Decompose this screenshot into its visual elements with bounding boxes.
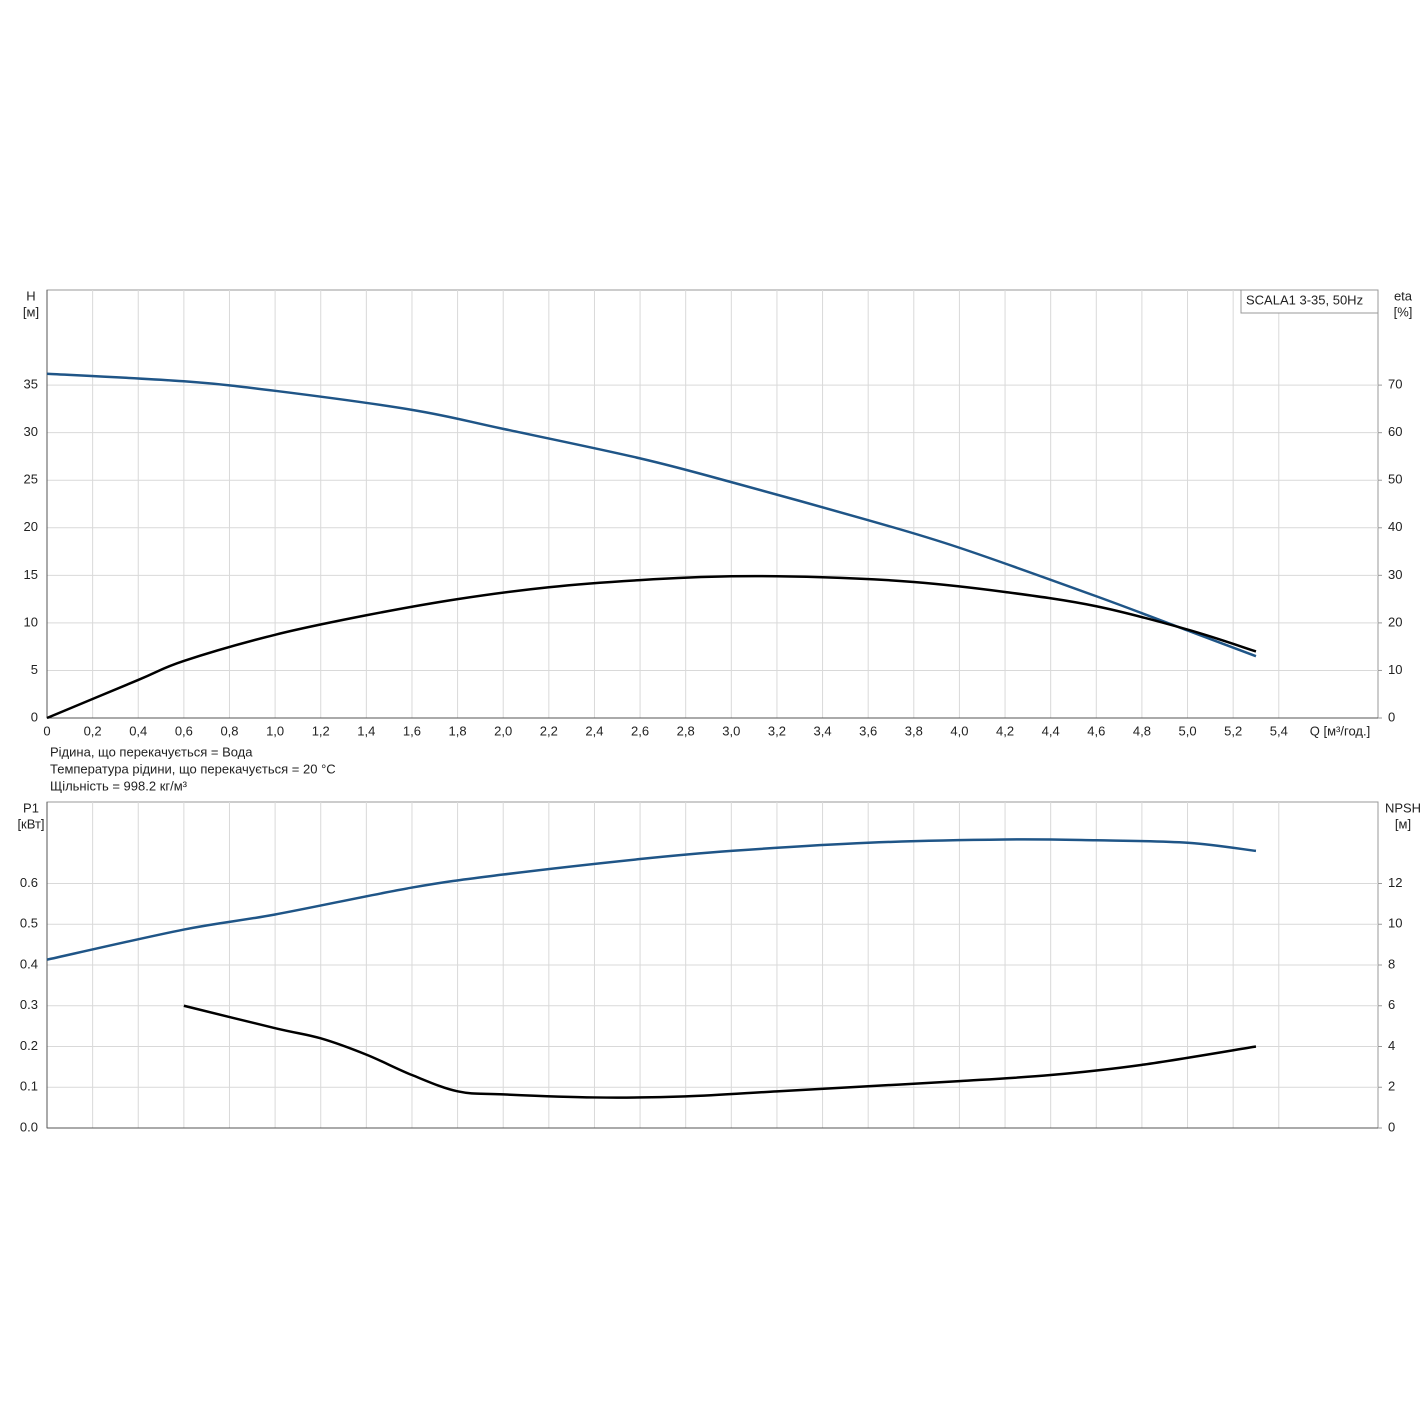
x-tick-label: 0,4	[129, 723, 147, 738]
y-axis-label: P1	[23, 800, 39, 815]
x-tick-label: 2,6	[631, 723, 649, 738]
y2-tick-label: 8	[1388, 956, 1395, 971]
series-line	[46, 372, 1257, 658]
x-tick-label: 3,2	[768, 723, 786, 738]
y-tick-label: 5	[31, 662, 38, 677]
y2-tick-label: 60	[1388, 424, 1402, 439]
y-tick-label: 25	[24, 472, 38, 487]
y2-axis-unit: [м]	[1395, 816, 1411, 831]
plot-area	[46, 289, 1379, 719]
x-tick-label: 4,0	[950, 723, 968, 738]
x-tick-label: 3,6	[859, 723, 877, 738]
x-tick-label: 1,6	[403, 723, 421, 738]
y-axis-unit: [кВт]	[17, 816, 44, 831]
x-tick-label: 1,4	[357, 723, 375, 738]
legend-title: SCALA1 3-35, 50Hz	[1246, 292, 1363, 307]
y-tick-label: 0.5	[20, 916, 38, 931]
y2-tick-label: 2	[1388, 1079, 1395, 1094]
x-axis-label: Q [м³/год.]	[1310, 723, 1370, 738]
annotation: Щільність = 998.2 кг/м³	[50, 778, 188, 793]
y2-axis-label: eta	[1394, 288, 1413, 303]
y-tick-label: 0.3	[20, 997, 38, 1012]
x-tick-label: 3,8	[905, 723, 923, 738]
x-tick-label: 1,0	[266, 723, 284, 738]
x-tick-label: 4,8	[1133, 723, 1151, 738]
y-tick-label: 0.4	[20, 956, 38, 971]
x-tick-label: 2,8	[677, 723, 695, 738]
y2-tick-label: 70	[1388, 377, 1402, 392]
x-tick-label: 5,2	[1224, 723, 1242, 738]
y-tick-label: 30	[24, 424, 38, 439]
y2-tick-label: 10	[1388, 662, 1402, 677]
y-tick-label: 0.6	[20, 875, 38, 890]
annotation: Рідина, що перекачується = Вода	[50, 744, 253, 759]
y2-tick-label: 0	[1388, 1119, 1395, 1134]
x-tick-label: 4,2	[996, 723, 1014, 738]
y2-axis-label: NPSH	[1385, 800, 1421, 815]
x-tick-label: 2,4	[585, 723, 603, 738]
x-tick-label: 1,8	[449, 723, 467, 738]
y-tick-label: 15	[24, 567, 38, 582]
legend-box	[1240, 289, 1379, 314]
y2-tick-label: 0	[1388, 709, 1395, 724]
y2-tick-label: 50	[1388, 472, 1402, 487]
y-tick-label: 0.2	[20, 1038, 38, 1053]
x-tick-label: 0,2	[84, 723, 102, 738]
y-tick-label: 0.1	[20, 1079, 38, 1094]
y2-tick-label: 40	[1388, 519, 1402, 534]
annotation: Температура рідини, що перекачується = 2…	[50, 761, 336, 776]
y-tick-label: 0	[31, 709, 38, 724]
series-line	[46, 838, 1257, 961]
x-tick-label: 0,8	[220, 723, 238, 738]
y2-tick-label: 12	[1388, 875, 1402, 890]
x-tick-label: 1,2	[312, 723, 330, 738]
x-tick-label: 4,6	[1087, 723, 1105, 738]
y2-tick-label: 30	[1388, 567, 1402, 582]
y2-axis-unit: [%]	[1394, 304, 1413, 319]
series-line	[46, 574, 1257, 720]
x-tick-label: 2,0	[494, 723, 512, 738]
y-tick-label: 0.0	[20, 1119, 38, 1134]
y2-tick-label: 10	[1388, 916, 1402, 931]
x-tick-label: 3,4	[814, 723, 832, 738]
x-tick-label: 5,4	[1270, 723, 1288, 738]
y-tick-label: 10	[24, 614, 38, 629]
y-tick-label: 20	[24, 519, 38, 534]
y2-tick-label: 6	[1388, 997, 1395, 1012]
y2-tick-label: 20	[1388, 614, 1402, 629]
y2-tick-label: 4	[1388, 1038, 1395, 1053]
series-line	[183, 1004, 1257, 1099]
x-tick-label: 5,0	[1178, 723, 1196, 738]
x-tick-label: 2,2	[540, 723, 558, 738]
y-tick-label: 35	[24, 377, 38, 392]
x-tick-label: 0,6	[175, 723, 193, 738]
y-axis-label: H	[26, 288, 35, 303]
x-tick-label: 4,4	[1042, 723, 1060, 738]
x-tick-label: 0	[43, 723, 50, 738]
y-axis-unit: [м]	[23, 304, 39, 319]
x-tick-label: 3,0	[722, 723, 740, 738]
